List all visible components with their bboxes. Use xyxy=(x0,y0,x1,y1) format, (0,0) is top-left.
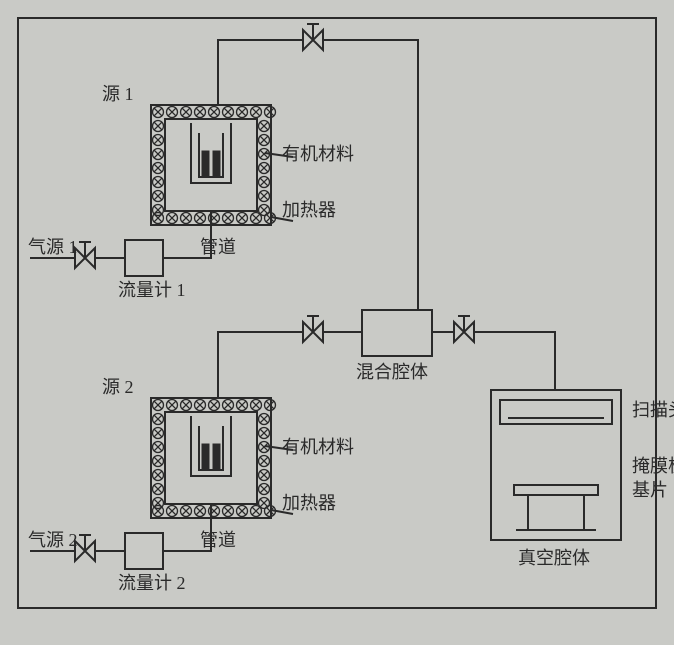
label-gas1: 气源 1 xyxy=(28,237,78,257)
label-flow2: 流量计 2 xyxy=(118,573,186,593)
label-vacuum: 真空腔体 xyxy=(518,548,590,568)
pipe-mid-right xyxy=(432,332,555,390)
source-2 xyxy=(191,416,293,538)
valve-icon xyxy=(303,316,323,342)
label-gas2: 气源 2 xyxy=(28,530,78,550)
label-heater: 加热器 xyxy=(282,200,336,220)
valve-icon xyxy=(75,535,95,561)
label-material: 有机材料 xyxy=(282,144,354,164)
label-heater-2: 加热器 xyxy=(282,493,336,513)
label-flow1: 流量计 1 xyxy=(118,280,186,300)
label-material-2: 有机材料 xyxy=(282,437,354,457)
label-source2_title: 源 2 xyxy=(102,377,134,397)
flowmeter-2 xyxy=(125,533,163,569)
source-1 xyxy=(191,123,293,245)
pipe-mid-left xyxy=(218,332,362,398)
label-scanhead: 扫描头 xyxy=(632,400,674,420)
label-substrate: 基片 xyxy=(632,480,668,500)
pipe-top xyxy=(218,40,418,310)
label-duct-2: 管道 xyxy=(200,530,236,550)
label-mixer: 混合腔体 xyxy=(356,362,428,382)
label-duct: 管道 xyxy=(200,237,236,257)
mixing-chamber xyxy=(362,310,432,356)
valve-icon xyxy=(75,242,95,268)
substrate-stage xyxy=(514,485,598,495)
valve-icon xyxy=(454,316,474,342)
valve-icon xyxy=(303,24,323,50)
scan-head xyxy=(500,400,612,424)
flowmeter-1 xyxy=(125,240,163,276)
label-source1_title: 源 1 xyxy=(102,84,134,104)
label-mask: 掩膜板 xyxy=(632,456,674,476)
